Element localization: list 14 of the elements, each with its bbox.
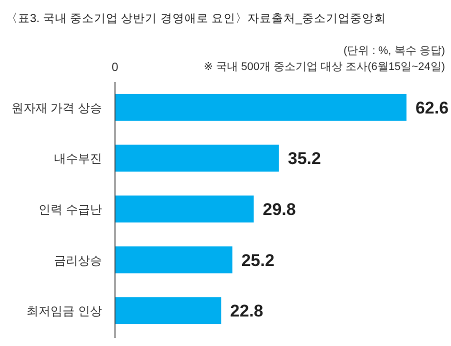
category: 원자재 가격 상승 xyxy=(11,100,102,115)
data-label: 29.8 xyxy=(262,200,296,219)
category: 최저임금 인상 xyxy=(26,304,102,318)
data-label: 25.2 xyxy=(241,250,274,270)
data-label: 62.6 xyxy=(415,98,449,118)
category: 금리상승 xyxy=(54,253,102,268)
category: 내수부진 xyxy=(54,152,102,166)
category: 인력 수급난 xyxy=(38,202,102,216)
data-label: 22.8 xyxy=(230,302,264,321)
subtitle: (단위 : %, 복수 응답) xyxy=(344,45,445,57)
title: 〈표3. 국내 중소기업 상반기 경영애로 요인〉자료출처_중소기업중앙회 xyxy=(6,13,386,25)
annotation: 0 xyxy=(112,60,118,74)
annotation: ※ 국내 500개 중소기업 대상 조사(6월15일~24일) xyxy=(204,61,445,73)
data-label: 35.2 xyxy=(288,149,321,168)
